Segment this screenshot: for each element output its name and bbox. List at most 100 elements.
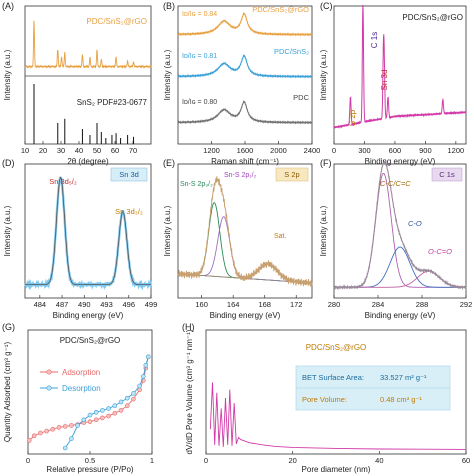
- panel-e: (E)Intensity (a.u.)Binding energy (eV)16…: [163, 158, 313, 320]
- isotherm-point: [93, 417, 99, 423]
- xps-data-line: [177, 176, 313, 287]
- peak-label-c1s: C 1s: [370, 32, 379, 48]
- panel-letter: (G): [2, 322, 15, 332]
- isotherm-point: [143, 362, 149, 368]
- y-axis-label: Quantity Adsorbed (cm³ g⁻¹): [3, 342, 12, 443]
- panel-letter: (C): [320, 1, 333, 11]
- legend-label: Adsorption: [62, 368, 100, 377]
- legend-label: Desorption: [62, 384, 101, 393]
- peak-label: Sn-S 2p₁/₂: [224, 172, 257, 179]
- isotherm-point: [87, 412, 93, 418]
- x-tick-label: 20: [39, 146, 47, 155]
- peak-label: C-O: [408, 219, 422, 228]
- region-box: [110, 167, 148, 182]
- isotherm-point: [56, 425, 62, 430]
- isotherm-point: [118, 399, 124, 405]
- peak-label: C-C/C=C: [380, 179, 411, 188]
- legend-marker: [46, 385, 52, 391]
- legend-reference: SnS₂ PDF#23-0677: [77, 98, 148, 107]
- xps-data-line: [24, 176, 153, 291]
- x-tick-label: 280: [328, 300, 341, 309]
- isotherm-line: [64, 356, 149, 449]
- isotherm-point: [38, 430, 43, 436]
- x-tick-label: 1200: [203, 146, 220, 155]
- region-label: Sn 3d: [119, 170, 139, 179]
- isotherm-point: [145, 354, 151, 360]
- x-tick-label: 2000: [270, 146, 287, 155]
- peak-label: Sat.: [274, 233, 287, 240]
- x-axis-label: 2θ (degree): [67, 157, 109, 166]
- x-tick-label: 600: [389, 146, 402, 155]
- isotherm-point: [50, 426, 56, 432]
- x-tick-label: 292: [460, 300, 473, 309]
- x-tick-label: 499: [145, 300, 158, 309]
- isotherm-point: [93, 409, 99, 415]
- peak-label: Sn 3d₃/₂: [115, 207, 143, 216]
- x-tick-label: 160: [195, 300, 208, 309]
- fit-component-line: [178, 202, 312, 284]
- pore-volume-label: Pore Volume:: [302, 395, 347, 404]
- panel-letter: (B): [163, 1, 175, 11]
- x-tick-label: 164: [227, 300, 240, 309]
- isotherm-point: [69, 423, 74, 428]
- peak-label-sn3d: Sn 3d: [380, 70, 389, 91]
- id-ig-ratio: Iᴅ/Iɢ = 0.84: [182, 11, 217, 18]
- region-box: [275, 167, 309, 182]
- x-tick-label: 0: [332, 146, 336, 155]
- x-axis-label: Binding energy (eV): [365, 157, 436, 166]
- x-tick-label: 284: [372, 300, 385, 309]
- x-axis-label: Raman shift (cm⁻¹): [211, 157, 279, 166]
- region-label: S 2p: [284, 170, 299, 179]
- x-tick-label: 487: [56, 300, 69, 309]
- isotherm-point: [100, 415, 105, 421]
- isotherm-point: [100, 408, 105, 413]
- panel-f: (F) Intensity (a.u.) Binding energy (eV) 28…: [319, 158, 472, 320]
- x-tick-label: 484: [34, 300, 47, 309]
- peak-label-s2p: S 2p: [348, 109, 357, 126]
- panel-frame: [24, 5, 152, 145]
- panel-frame: [333, 5, 467, 145]
- x-tick-label: 60: [111, 146, 119, 155]
- x-axis-label: Binding energy (eV): [365, 311, 436, 320]
- x-tick-label: 496: [123, 300, 136, 309]
- raman-series-line: [177, 11, 313, 37]
- panel-b: (B) Intensity (a.u.) Raman shift (cm⁻¹) 120…: [163, 1, 320, 166]
- xps-survey-line: [333, 4, 467, 129]
- x-tick-label: 490: [78, 300, 91, 309]
- raman-series-line: [177, 53, 313, 79]
- y-axis-label: Intensity (a.u.): [3, 49, 12, 100]
- panel-title: PDC/SnS₂@rGO: [306, 343, 367, 352]
- x-tick-label: 40: [375, 456, 383, 465]
- y-axis-label: Intensity (a.u.): [3, 205, 12, 256]
- panel-h: (H)dV/dD Pore Volume (cm³ g⁻¹ nm⁻¹) Pore …: [182, 322, 470, 474]
- isotherm-point: [31, 433, 37, 439]
- isotherm-point: [124, 395, 130, 401]
- x-tick-label: 1600: [237, 146, 254, 155]
- isotherm-point: [62, 445, 68, 451]
- isotherm-point: [26, 438, 32, 443]
- raman-series-label: PDC/SnS₂: [274, 47, 309, 56]
- isotherm-point: [81, 417, 87, 423]
- panel-frame: [205, 329, 467, 455]
- x-tick-label: 288: [416, 300, 429, 309]
- xps-data-line: [333, 160, 467, 291]
- panel-letter: (H): [182, 322, 195, 332]
- x-tick-label: 0.5: [85, 456, 95, 465]
- id-ig-ratio: Iᴅ/Iɢ = 0.80: [182, 99, 217, 106]
- panel-c: (C) Intensity (a.u.) Binding energy (eV) 0 3…: [319, 1, 467, 166]
- isotherm-point: [112, 410, 118, 416]
- isotherm-point: [44, 428, 49, 434]
- isotherm-point: [112, 403, 118, 409]
- x-tick-label: 2400: [304, 146, 321, 155]
- y-axis-label: Intensity (a.u.): [319, 49, 328, 100]
- pore-volume-value: 0.48 cm³ g⁻¹: [380, 395, 422, 404]
- y-axis-label: dV/dD Pore Volume (cm³ g⁻¹ nm⁻¹): [185, 329, 194, 454]
- x-tick-label: 900: [419, 146, 432, 155]
- fit-component-line: [334, 172, 466, 288]
- x-tick-label: 10: [21, 146, 29, 155]
- panel-frame: [177, 163, 313, 299]
- raman-series-label: PDC: [293, 93, 309, 102]
- pore-distribution-line: [209, 382, 467, 450]
- legend-marker: [46, 369, 52, 375]
